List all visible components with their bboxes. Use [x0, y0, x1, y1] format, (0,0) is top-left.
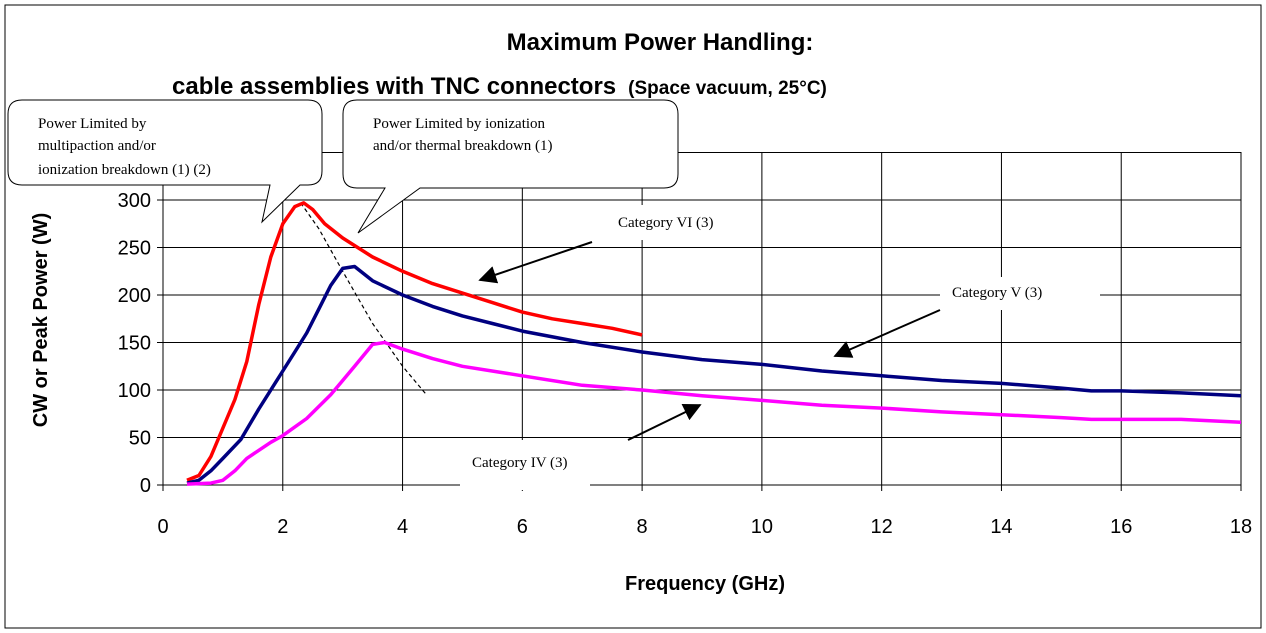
x-tick-label: 12	[871, 516, 893, 538]
x-tick-label: 4	[397, 516, 408, 538]
grid: 0 50 100 150 200 250 300 0 2 4 6 8 10 12 14 16 18	[118, 152, 1252, 538]
x-tick-label: 2	[277, 516, 288, 538]
x-tick-label: 14	[990, 516, 1012, 538]
x-tick-label: 16	[1110, 516, 1132, 538]
x-tick-label: 18	[1230, 516, 1252, 538]
x-tick-label: 8	[637, 516, 648, 538]
annotation-line: ionization breakdown (1) (2)	[38, 162, 211, 178]
boundary-curve	[300, 202, 427, 396]
series-line	[186, 264, 1242, 485]
annotation-line: multipaction and/or	[38, 138, 156, 154]
arrow	[833, 309, 941, 358]
chart-title: Maximum Power Handling:	[507, 29, 814, 56]
callout-box	[7, 99, 323, 224]
series-label: Category VI (3)	[618, 215, 714, 231]
callout-box	[342, 99, 679, 234]
subtitle: cable assemblies with TNC connectors	[172, 73, 616, 100]
label-bg	[940, 277, 1100, 310]
x-tick-label: 6	[517, 516, 528, 538]
subtitle-note: (Space vacuum, 25°C)	[628, 78, 827, 99]
y-tick-label: 150	[118, 333, 151, 355]
label-bg	[460, 440, 590, 490]
y-tick-label: 0	[140, 475, 151, 497]
label-bg	[605, 205, 760, 240]
y-axis-label: CW or Peak Power (W)	[30, 213, 52, 427]
x-tick-label: 10	[751, 516, 773, 538]
y-tick-label: 250	[118, 238, 151, 260]
annotation-line: Power Limited by ionization	[373, 116, 546, 132]
lines	[186, 201, 1242, 486]
arrow	[478, 241, 593, 284]
series-label: Category IV (3)	[472, 455, 568, 471]
series-line	[186, 201, 643, 482]
y-tick-label: 300	[118, 190, 151, 212]
x-tick-label: 0	[157, 516, 168, 538]
y-tick-label: 50	[129, 428, 151, 450]
annotation-line: Power Limited by	[38, 116, 147, 132]
annotations: Power Limited by multipaction and/or ion…	[7, 99, 1100, 490]
chart-subtitle: cable assemblies with TNC connectors (Spa…	[172, 73, 827, 100]
y-tick-label: 200	[118, 285, 151, 307]
series-label: Category V (3)	[952, 285, 1042, 301]
series-line	[186, 340, 1242, 486]
y-tick-label: 100	[118, 380, 151, 402]
callout-text: Power Limited by multipaction and/or ion…	[38, 116, 211, 178]
arrow	[627, 403, 702, 441]
x-axis-label: Frequency (GHz)	[625, 573, 785, 595]
annotation-line: and/or thermal breakdown (1)	[373, 138, 553, 154]
